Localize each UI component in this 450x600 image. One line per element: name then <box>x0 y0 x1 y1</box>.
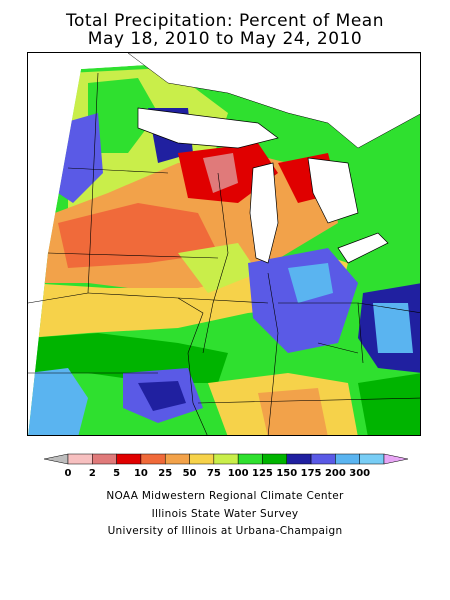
legend-swatch <box>67 453 93 465</box>
legend-tick-label: 200 <box>325 468 346 478</box>
precipitation-map <box>27 52 421 436</box>
legend-tick-label: 125 <box>252 468 273 478</box>
region-100-125-nw <box>88 78 158 153</box>
legend-tick-label: 75 <box>207 468 221 478</box>
lake-superior <box>137 107 279 149</box>
legend-tick-label: 175 <box>301 468 322 478</box>
legend-swatch <box>189 453 215 465</box>
legend-arrow-left <box>43 453 69 465</box>
legend-swatch <box>164 453 190 465</box>
legend-tick-label: 5 <box>113 468 120 478</box>
legend-tick-label: 25 <box>158 468 172 478</box>
region-10-25-central <box>58 203 218 268</box>
region-150-175-south <box>138 381 186 411</box>
legend-arrow-right <box>383 453 409 465</box>
legend-swatch <box>359 453 385 465</box>
legend-tick-label: 150 <box>276 468 297 478</box>
map-title-line2: May 18, 2010 to May 24, 2010 <box>87 29 363 49</box>
region-75-100-mid <box>178 243 258 293</box>
region-175-200-nw-west <box>58 113 103 203</box>
legend-tick-label: 0 <box>65 468 72 478</box>
lake-huron <box>307 157 359 224</box>
credit-line3: University of Illinois at Urbana-Champai… <box>107 525 343 537</box>
color-legend: 0 2 5 10 25 50 75 100 125 150 175 200 300 <box>0 448 450 479</box>
legend-swatch <box>213 453 239 465</box>
lake-erie <box>337 232 389 264</box>
legend-swatch <box>310 453 336 465</box>
legend-tick-label: 50 <box>183 468 197 478</box>
legend-tick-label: 100 <box>228 468 249 478</box>
legend-swatch <box>262 453 288 465</box>
legend-swatch <box>237 453 263 465</box>
legend-swatch <box>116 453 142 465</box>
map-title-line1: Total Precipitation: Percent of Mean <box>66 11 384 31</box>
lake-michigan <box>249 162 279 264</box>
legend-swatch <box>92 453 117 465</box>
region-200-300-sw <box>28 368 88 435</box>
credit-line1: NOAA Midwestern Regional Climate Center <box>106 490 344 502</box>
outside-domain-left <box>28 53 81 253</box>
legend-swatch <box>335 453 360 465</box>
legend-svg: 0 2 5 10 25 50 75 100 125 150 175 200 300 <box>43 453 409 479</box>
legend-tick-label: 10 <box>134 468 148 478</box>
region-200-300-far-east <box>373 303 413 353</box>
region-200-300-east <box>288 263 333 303</box>
state-boundaries <box>28 72 420 435</box>
region-2-5-north <box>203 153 238 193</box>
legend-swatch <box>286 453 312 465</box>
legend-swatch <box>140 453 166 465</box>
credit-line2: Illinois State Water Survey <box>151 508 299 520</box>
legend-tick-label: 2 <box>89 468 96 478</box>
region-125-150-se <box>358 373 420 435</box>
legend-tick-label: 300 <box>349 468 370 478</box>
precipitation-map-svg <box>28 53 420 435</box>
canada-area <box>127 53 420 149</box>
